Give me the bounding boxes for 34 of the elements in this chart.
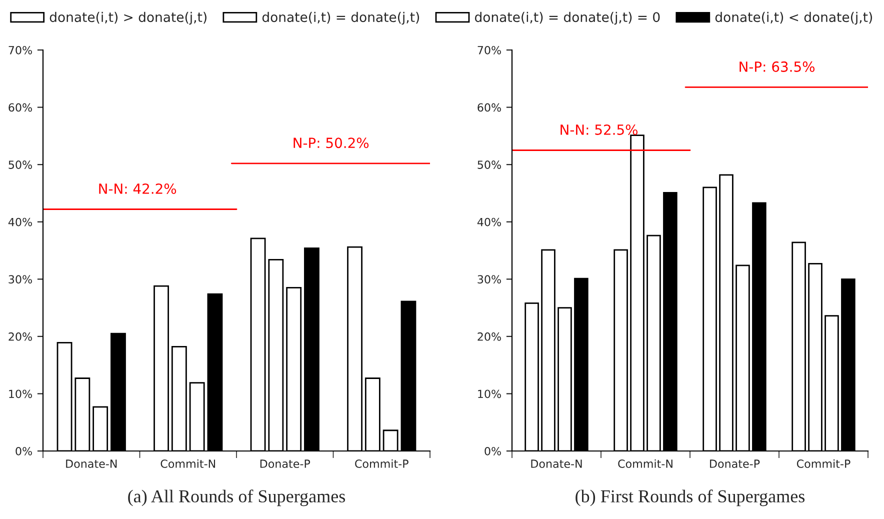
y-tick-label: 20% [8,332,32,341]
x-axis-title: (b) First Rounds of Supergames [576,490,805,506]
x-tick-label: Donate-P [260,460,310,468]
y-tick-label: 0% [16,446,32,456]
y-tick-label: 40% [8,218,32,226]
legend-label: donate(i,t) = donate(j,t) [262,12,420,25]
y-tick-label: 20% [478,332,501,341]
x-axis-title: (a) All Rounds of Supergames [128,490,346,506]
ref-line-label: N-P: 63.5% [740,61,815,72]
y-tick-label: 50% [8,160,32,169]
x-tick-label: Commit-N [160,459,216,468]
y-tick-label: 30% [478,275,501,284]
y-tick-label: 50% [478,160,501,169]
legend-label: donate(i,t) < donate(j,t) [715,12,872,25]
legend-label: donate(i,t) = donate(j,t) = 0 [474,12,660,25]
x-tick-label: Donate-N [66,460,117,468]
y-tick-label: 0% [484,446,501,456]
y-tick-label: 60% [478,103,501,112]
y-tick-label: 10% [9,390,32,398]
legend-label: donate(i,t) > donate(j,t) [50,12,206,25]
y-tick-label: 70% [8,46,32,54]
x-tick-label: Commit-P [796,459,850,468]
x-tick-label: Donate-P [710,460,760,468]
y-tick-label: 70% [478,46,501,54]
ref-line-label: N-P: 50.2% [294,138,369,148]
ref-line-label: N-N: 52.5% [560,124,638,135]
y-tick-label: 30% [8,275,32,284]
x-tick-label: Commit-P [355,459,408,468]
x-tick-label: Donate-N [531,460,582,468]
x-tick-label: Commit-N [618,459,672,468]
y-tick-label: 10% [478,390,501,398]
y-tick-label: 40% [477,218,501,226]
ref-line-label: N-N: 42.2% [99,183,176,194]
y-tick-label: 60% [8,103,32,112]
